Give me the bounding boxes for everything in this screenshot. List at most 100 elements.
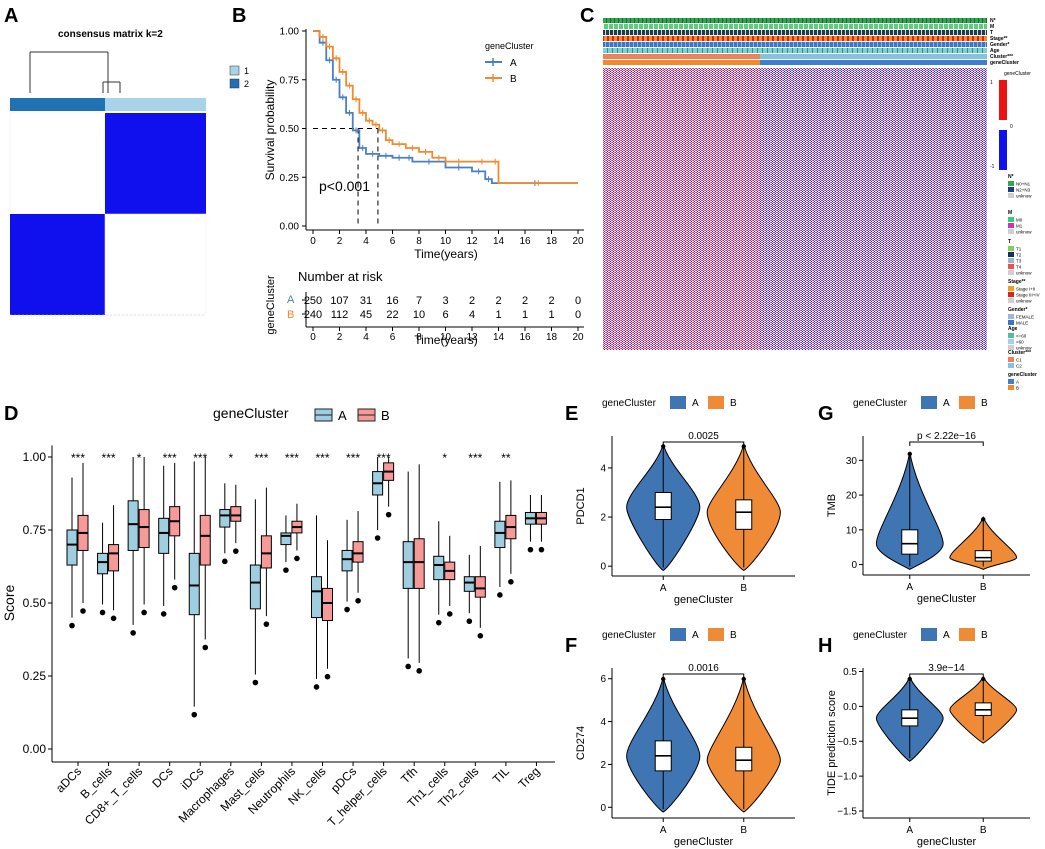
panel-label-d: D xyxy=(4,403,18,425)
cell-11 xyxy=(9,112,106,215)
panel-c-heatmap: N*MTStage**Gender*AgeCluster***geneClust… xyxy=(603,18,1040,391)
km-x-tick-label: 20 xyxy=(572,236,584,247)
d-outlier xyxy=(497,592,503,598)
risk-count-b: 0 xyxy=(575,309,581,321)
km-x-tick-label: 12 xyxy=(466,236,478,247)
scale-title: geneCluster xyxy=(1004,71,1031,77)
violin-x-tick-label: A xyxy=(660,825,667,836)
km-plot-area: 0.00 0.25 0.50 0.75 1.00 0 2 4 6 8 10 12 14 16 18 20 xyxy=(280,27,584,247)
d-box-a xyxy=(402,541,414,589)
violin-outlier xyxy=(661,444,666,449)
violin-legend-a: A xyxy=(943,630,950,641)
d-outlier xyxy=(405,663,411,670)
km-xlabel: Time(years) xyxy=(414,247,478,261)
risk-count-a: 3 xyxy=(442,295,448,307)
d-box-b xyxy=(352,541,364,563)
legend-item-label: unknow xyxy=(1016,271,1032,276)
violin-ylabel: TIDE prediction score xyxy=(826,690,838,796)
d-outlier xyxy=(435,619,442,626)
legend-item-label: M1 xyxy=(1016,224,1023,229)
legend-item-label: unknow xyxy=(1016,346,1032,351)
km-x-tick-label: 4 xyxy=(363,236,369,247)
d-x-tick-label: Tfh xyxy=(398,764,420,786)
d-box-a xyxy=(188,552,200,616)
legend-item-label: M0 xyxy=(1016,218,1023,223)
legend-swatch xyxy=(1008,314,1014,319)
legend-group-title: Age xyxy=(1008,326,1018,332)
scale-bar-blue xyxy=(999,130,1007,170)
legend-item-label: A xyxy=(1016,380,1019,385)
violin-y-tick-label: −1.5 xyxy=(837,807,857,818)
legend-swatch xyxy=(1008,229,1014,234)
risk-x-tick-label: 0 xyxy=(310,332,316,343)
violin-legend-a: A xyxy=(943,398,950,409)
track-t xyxy=(603,30,987,35)
track-gender xyxy=(603,42,987,47)
risk-count-a: 16 xyxy=(386,295,398,307)
risk-x-tick-label: 20 xyxy=(572,332,584,343)
track-label: Cluster*** xyxy=(990,54,1013,60)
d-y-tick-label: 0.75 xyxy=(23,523,47,537)
km-x-tick-label: 0 xyxy=(310,236,316,247)
legend-group-title: Cluster*** xyxy=(1008,350,1031,356)
d-outlier xyxy=(344,606,350,613)
track-label: M xyxy=(990,24,994,30)
violin-x-tick-label: B xyxy=(740,583,747,594)
risk-count-a: 31 xyxy=(360,295,372,307)
violin-y-tick-label: 0.5 xyxy=(843,667,857,678)
violin-y-tick-label: 2 xyxy=(600,513,606,524)
legend-item-label: Stage III+IV xyxy=(1016,293,1040,298)
d-x-tick-label: DCs xyxy=(149,764,175,790)
violin-ylabel: CD274 xyxy=(575,726,587,760)
d-significance: *** xyxy=(163,451,177,465)
d-outlier xyxy=(110,615,117,622)
d-box-a xyxy=(433,555,445,581)
km-x-tick-label: 6 xyxy=(390,236,396,247)
legend-swatch xyxy=(1008,385,1014,390)
legend-swatch-1 xyxy=(229,65,240,76)
legend-group-title: M xyxy=(1008,210,1012,216)
d-significance: *** xyxy=(285,451,299,465)
risk-title: Number at risk xyxy=(298,269,383,284)
track-label: N* xyxy=(990,18,996,24)
d-box-b xyxy=(322,587,333,622)
violin-legend-swatch-b xyxy=(959,628,975,641)
d-box-a xyxy=(219,509,231,528)
d-significance: *** xyxy=(468,451,482,465)
violin-y-tick-label: 30 xyxy=(846,456,858,467)
d-box-b xyxy=(413,538,425,589)
legend-swatch xyxy=(1008,333,1014,338)
violin-legend-title: geneCluster xyxy=(602,630,657,641)
risk-count-b: 112 xyxy=(331,309,349,321)
d-plot-area: 0.000.250.500.751.00aDCs***B_cells***CD8… xyxy=(23,445,555,829)
d-box-b xyxy=(138,509,150,549)
track-genecluster-b xyxy=(760,60,987,65)
d-outlier xyxy=(283,567,289,573)
track-labels: N*MTStage**Gender*AgeCluster***geneClust… xyxy=(990,18,1019,66)
violin-legend-swatch-b xyxy=(708,628,724,641)
violin-legend-title: geneCluster xyxy=(602,398,657,409)
km-x-tick-label: 8 xyxy=(416,236,422,247)
d-x-tick-label: Treg xyxy=(516,764,543,791)
cluster-bar-1 xyxy=(10,98,105,111)
violin-legend-a: A xyxy=(692,630,699,641)
panel-a-consensus: consensus matrix k=2 1 2 xyxy=(9,29,249,316)
scale-bar-red xyxy=(999,80,1007,120)
panel-label-g: G xyxy=(818,403,834,425)
violin-bracket xyxy=(909,441,984,446)
d-outlier xyxy=(130,630,136,636)
km-curve-b xyxy=(313,30,578,184)
d-outlier xyxy=(263,621,270,627)
violin-y-tick-label: 4 xyxy=(600,463,606,474)
panel-label-h: H xyxy=(818,635,832,657)
d-box-a xyxy=(280,532,292,546)
violin-outlier xyxy=(981,517,986,522)
d-outlier xyxy=(466,618,473,625)
legend-item-label: <=60 xyxy=(1016,334,1027,339)
legend-item-label: unknow xyxy=(1016,194,1032,199)
violin-pvalue: 3.9e−14 xyxy=(928,663,965,674)
risk-count-b: 1 xyxy=(548,309,554,321)
legend-item-label: C1 xyxy=(1016,358,1022,363)
